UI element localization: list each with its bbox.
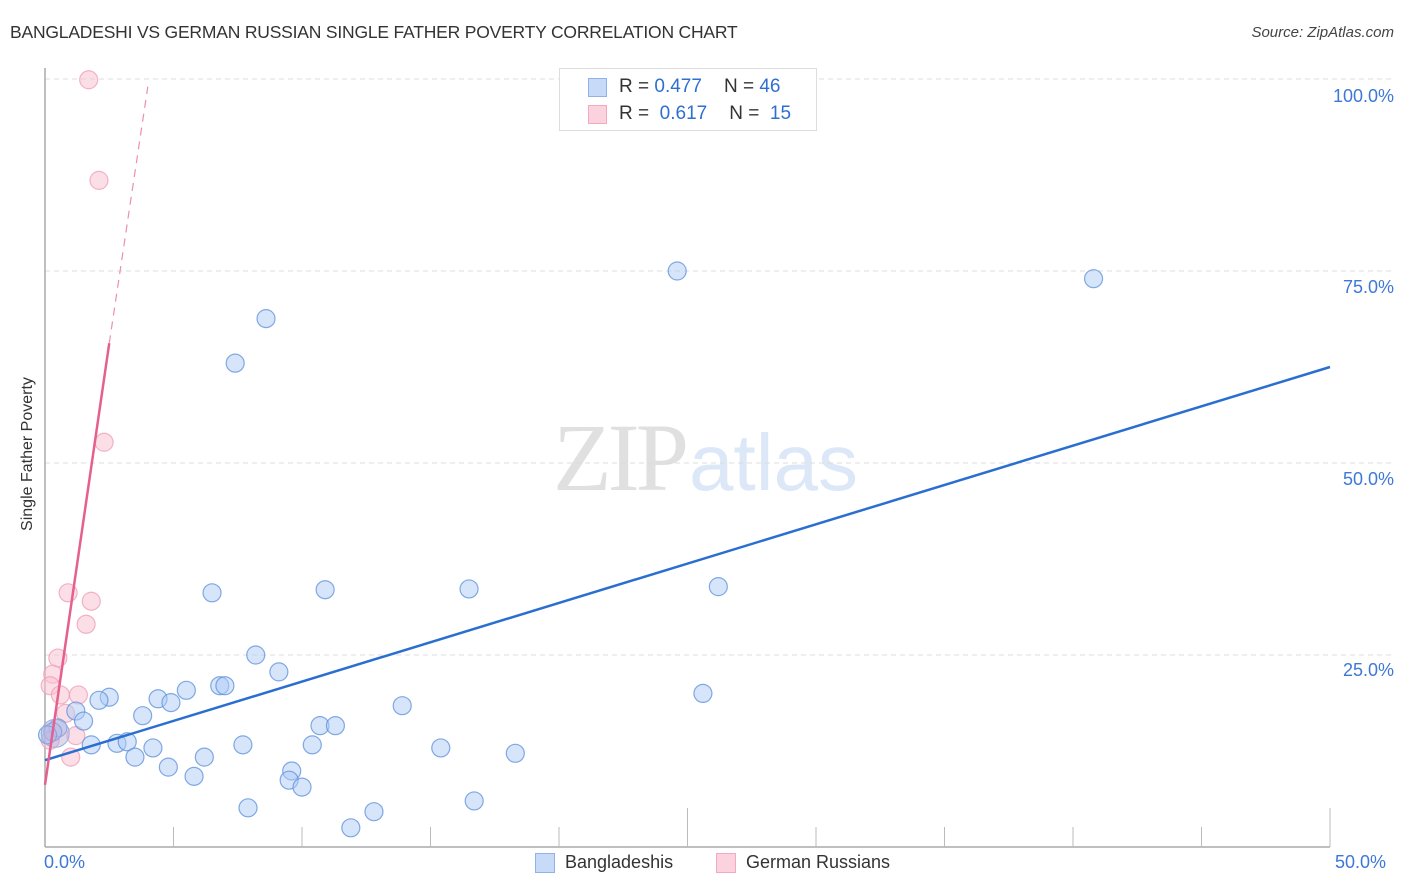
data-point[interactable] [302, 735, 322, 755]
data-point[interactable] [1083, 269, 1104, 289]
data-point[interactable] [215, 676, 235, 696]
y-axis-label: Single Father Poverty [19, 377, 36, 531]
data-point[interactable] [161, 693, 181, 713]
blue-swatch-icon [535, 852, 555, 873]
pink-swatch-icon [588, 104, 607, 124]
data-point[interactable] [464, 791, 484, 811]
legend-row-bangladeshis: R = 0.477 N = 46 [588, 76, 780, 98]
data-point[interactable] [94, 432, 114, 452]
y-tick-75: 75.0% [1342, 277, 1394, 297]
pink-swatch-icon [716, 852, 736, 873]
legend-label: Bangladeshis [565, 852, 674, 872]
data-point[interactable] [194, 747, 214, 767]
data-point[interactable] [133, 706, 153, 726]
legend-item-german-russians[interactable]: German Russians [716, 852, 890, 873]
blue-swatch-icon [588, 77, 607, 97]
data-point[interactable] [325, 716, 346, 736]
data-point[interactable] [505, 743, 525, 763]
german-russians-trendline-extension [108, 86, 149, 344]
y-tick-50: 50.0% [1342, 469, 1394, 489]
data-point[interactable] [225, 353, 245, 373]
data-point[interactable] [89, 170, 109, 190]
y-tick-25: 25.0% [1342, 660, 1394, 680]
data-point[interactable] [143, 738, 163, 758]
chart-title: BANGLADESHI VS GERMAN RUSSIAN SINGLE FAT… [10, 22, 738, 42]
data-point[interactable] [125, 747, 145, 767]
data-point[interactable] [202, 583, 222, 603]
data-point[interactable] [50, 685, 71, 705]
data-point[interactable] [246, 645, 266, 665]
x-tick-min: 0.0% [44, 852, 86, 872]
x-tick-max: 50.0% [1335, 852, 1387, 872]
data-point[interactable] [392, 696, 412, 716]
data-point[interactable] [256, 309, 276, 329]
data-point[interactable] [459, 579, 479, 599]
legend-label: German Russians [746, 852, 891, 872]
data-point[interactable] [68, 685, 89, 705]
data-point[interactable] [269, 662, 289, 682]
data-point[interactable] [158, 757, 178, 777]
data-point[interactable] [79, 70, 99, 90]
r-value: 0.617 [659, 103, 708, 124]
r-value: 0.477 [654, 76, 702, 97]
data-point[interactable] [431, 738, 451, 758]
data-point[interactable] [73, 711, 94, 731]
r-label: R = [619, 76, 650, 97]
n-label: N = [729, 103, 760, 124]
n-value: 15 [769, 103, 792, 124]
data-point[interactable] [184, 766, 204, 786]
data-point[interactable] [667, 261, 687, 281]
data-point[interactable] [238, 798, 258, 818]
data-point[interactable] [233, 735, 253, 755]
data-point[interactable] [292, 777, 312, 797]
data-point[interactable] [364, 802, 384, 822]
correlation-legend: R = 0.477 N = 46 R = 0.617 N = 15 [559, 68, 817, 131]
data-point[interactable] [76, 614, 96, 634]
n-label: N = [723, 76, 755, 97]
n-value: 46 [759, 76, 781, 97]
source-label: Source: ZipAtlas.com [1251, 24, 1394, 41]
r-label: R = [619, 103, 650, 124]
y-tick-100: 100.0% [1332, 86, 1394, 106]
legend-row-german-russians: R = 0.617 N = 15 [588, 103, 791, 125]
german-russians-trendline [43, 343, 111, 785]
bangladeshis-trendline [44, 365, 1331, 762]
data-point[interactable] [341, 818, 361, 838]
data-point[interactable] [708, 577, 728, 597]
data-point[interactable] [315, 580, 335, 600]
data-point[interactable] [81, 591, 101, 611]
data-point[interactable] [693, 683, 713, 704]
data-point[interactable] [176, 680, 196, 700]
legend-item-bangladeshis[interactable]: Bangladeshis [535, 852, 673, 873]
data-point-cluster [40, 718, 70, 748]
data-point[interactable] [89, 690, 109, 710]
